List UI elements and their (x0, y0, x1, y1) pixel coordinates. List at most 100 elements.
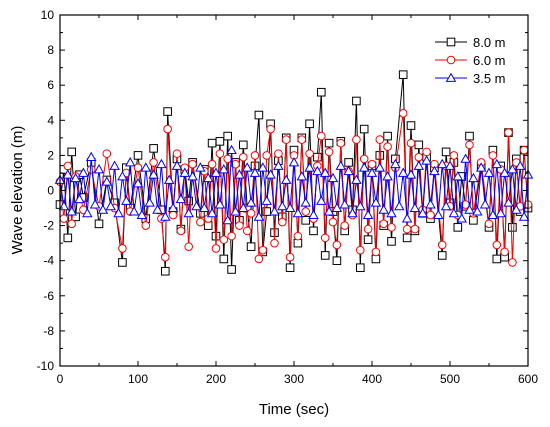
point-2-95 (425, 199, 436, 209)
point-2-93 (417, 207, 428, 218)
point-2-9 (89, 199, 101, 209)
point-1-33 (227, 231, 236, 241)
point-1-88 (449, 151, 459, 160)
point-1-25 (196, 217, 205, 227)
point-2-66 (312, 165, 323, 176)
point-0-29 (207, 138, 217, 148)
series-2 (54, 144, 534, 225)
point-1-74 (387, 223, 396, 232)
point-2-98 (436, 158, 448, 169)
point-2-82 (374, 162, 386, 172)
y-tick-label-2: -6 (43, 289, 54, 303)
point-1-35 (235, 221, 244, 230)
point-1-91 (465, 140, 474, 150)
point-1-32 (223, 154, 232, 164)
point-2-101 (448, 207, 460, 218)
point-0-43 (262, 207, 271, 216)
point-2-73 (339, 199, 350, 209)
point-2-94 (421, 155, 432, 165)
legend-label-0: 8.0 m (473, 35, 506, 50)
point-0-8 (94, 219, 104, 229)
point-1-68 (363, 224, 373, 234)
point-2-105 (464, 204, 475, 214)
point-2-55 (269, 206, 280, 216)
point-2-27 (160, 211, 171, 221)
x-axis-title: Time (sec) (259, 401, 329, 418)
point-1-48 (285, 252, 295, 262)
point-0-74 (383, 131, 392, 141)
point-1-13 (133, 163, 143, 172)
point-2-3 (66, 206, 77, 216)
point-1-2 (63, 161, 73, 171)
point-1-39 (250, 151, 260, 160)
point-0-98 (492, 254, 502, 264)
point-0-57 (317, 87, 326, 97)
point-2-64 (304, 162, 315, 172)
point-2-104 (460, 153, 471, 163)
point-2-116 (507, 164, 518, 174)
point-2-36 (195, 162, 206, 172)
point-2-45 (230, 206, 241, 216)
point-1-1 (59, 214, 69, 223)
legend-marker-0 (446, 37, 456, 47)
point-2-63 (300, 197, 311, 207)
point-2-80 (366, 167, 378, 177)
point-1-24 (188, 159, 197, 169)
point-1-31 (219, 235, 229, 244)
point-2-17 (121, 195, 132, 205)
point-1-59 (328, 217, 338, 227)
point-0-67 (356, 263, 365, 273)
point-0-79 (406, 121, 416, 130)
point-2-114 (499, 167, 510, 177)
point-1-6 (86, 165, 96, 174)
point-2-85 (386, 207, 397, 218)
point-2-35 (191, 200, 202, 211)
point-2-72 (335, 160, 347, 170)
point-2-37 (199, 202, 210, 212)
point-2-16 (117, 171, 128, 181)
point-1-66 (356, 245, 365, 255)
point-2-31 (175, 193, 187, 204)
point-1-29 (211, 244, 221, 253)
point-2-41 (214, 199, 226, 209)
point-2-50 (249, 167, 261, 177)
point-1-78 (406, 138, 416, 148)
point-1-28 (207, 159, 217, 169)
point-1-21 (176, 226, 186, 236)
point-1-76 (398, 108, 408, 118)
point-2-111 (487, 209, 499, 219)
point-2-61 (292, 207, 304, 218)
point-2-8 (85, 151, 97, 162)
point-0-3 (67, 147, 77, 157)
point-2-57 (277, 200, 288, 211)
point-2-39 (206, 207, 218, 218)
point-1-80 (414, 152, 424, 162)
legend-label-2: 3.5 m (473, 71, 506, 86)
plot-frame (59, 14, 529, 367)
y-tick-label-9: 8 (47, 43, 54, 57)
point-2-79 (362, 209, 374, 219)
point-2-91 (409, 202, 421, 212)
point-0-55 (309, 226, 318, 236)
x-tick-label-5: 500 (440, 372, 460, 386)
point-0-53 (301, 216, 310, 225)
point-2-44 (226, 144, 237, 155)
point-0-68 (359, 124, 369, 134)
point-2-108 (475, 162, 487, 172)
point-1-98 (500, 247, 509, 257)
point-2-88 (397, 167, 409, 177)
point-2-118 (514, 160, 526, 170)
point-2-74 (343, 165, 354, 176)
point-2-109 (479, 199, 491, 209)
point-1-41 (258, 245, 268, 255)
point-1-46 (278, 217, 287, 227)
point-2-18 (124, 157, 136, 167)
point-0-32 (219, 254, 229, 264)
y-tick-label-4: -2 (43, 219, 54, 233)
legend-entry-2: 3.5 m (435, 71, 506, 86)
point-1-58 (324, 147, 334, 157)
point-1-44 (270, 238, 279, 248)
point-0-59 (324, 138, 334, 148)
point-1-10 (118, 244, 127, 253)
